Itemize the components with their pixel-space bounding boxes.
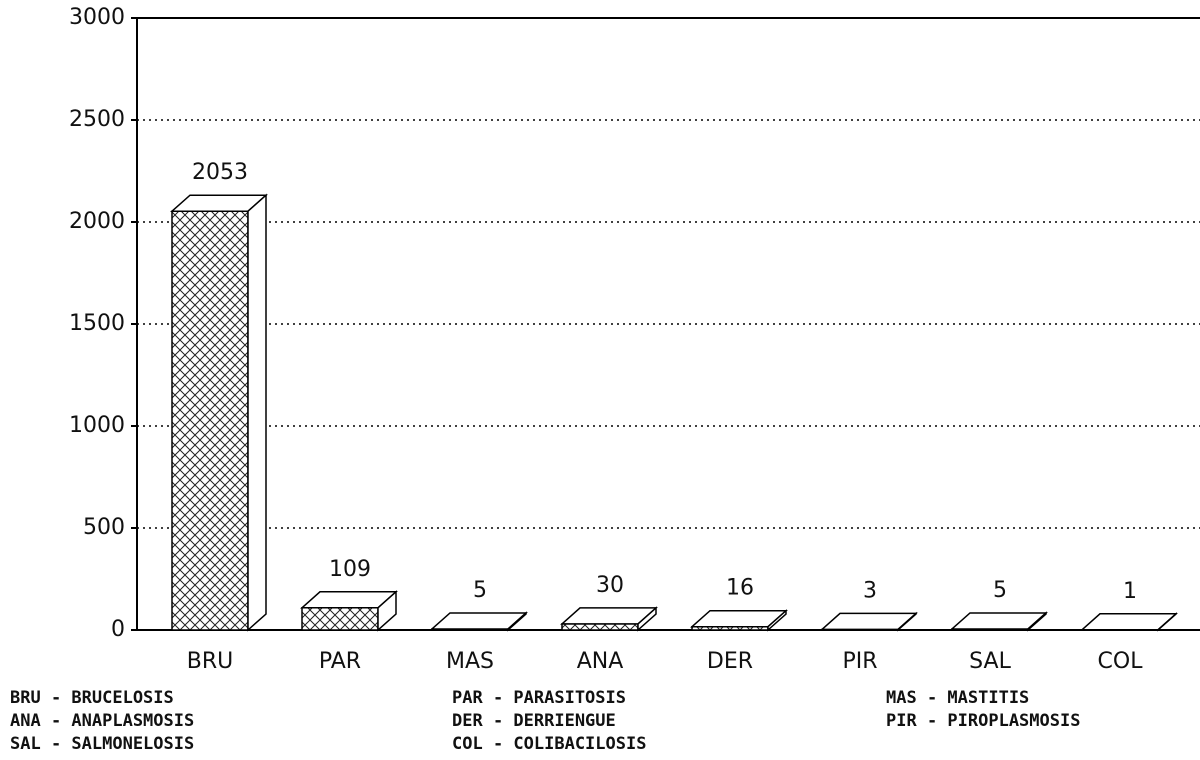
y-tick-label: 500 <box>83 515 125 540</box>
bar-side <box>377 590 397 632</box>
bar-side <box>1027 611 1047 632</box>
value-label: 16 <box>726 576 754 601</box>
value-label: 109 <box>329 557 371 582</box>
y-tick-label: 2000 <box>69 209 125 234</box>
legend-note: DER - DERRIENGUE <box>452 711 616 731</box>
legend-note: PIR - PIROPLASMOSIS <box>886 711 1080 731</box>
bar-side <box>767 609 787 632</box>
bar-side <box>507 611 527 632</box>
legend-note: SAL - SALMONELOSIS <box>10 734 194 754</box>
x-tick-label: ANA <box>577 649 624 674</box>
value-label: 3 <box>863 578 877 603</box>
y-tick-label: 1500 <box>69 311 125 336</box>
x-tick-label: COL <box>1098 649 1144 674</box>
bar-front <box>301 607 379 631</box>
x-tick-label: BRU <box>187 649 233 674</box>
y-tick-label: 3000 <box>69 5 125 30</box>
y-tick-label: 0 <box>111 617 125 642</box>
x-tick-label: MAS <box>446 649 494 674</box>
x-tick-label: DER <box>707 649 753 674</box>
y-tick-label: 1000 <box>69 413 125 438</box>
x-tick-label: PIR <box>842 649 877 674</box>
value-label: 30 <box>596 573 624 598</box>
bar-front <box>171 210 249 631</box>
legend-note: BRU - BRUCELOSIS <box>10 688 174 708</box>
bar-front <box>561 623 639 631</box>
x-tick-label: SAL <box>969 649 1011 674</box>
value-label: 5 <box>473 578 487 603</box>
legend-note: COL - COLIBACILOSIS <box>452 734 646 754</box>
bar-side <box>247 193 267 632</box>
bar-side <box>637 606 657 632</box>
value-label: 1 <box>1123 579 1137 604</box>
value-label: 5 <box>993 578 1007 603</box>
bar-side <box>897 611 917 632</box>
legend-note: PAR - PARASITOSIS <box>452 688 626 708</box>
x-tick-label: PAR <box>319 649 361 674</box>
bar-side <box>1157 612 1177 632</box>
legend-note: ANA - ANAPLASMOSIS <box>10 711 194 731</box>
y-tick-label: 2500 <box>69 107 125 132</box>
legend-note: MAS - MASTITIS <box>886 688 1029 708</box>
value-label: 2053 <box>192 160 248 185</box>
